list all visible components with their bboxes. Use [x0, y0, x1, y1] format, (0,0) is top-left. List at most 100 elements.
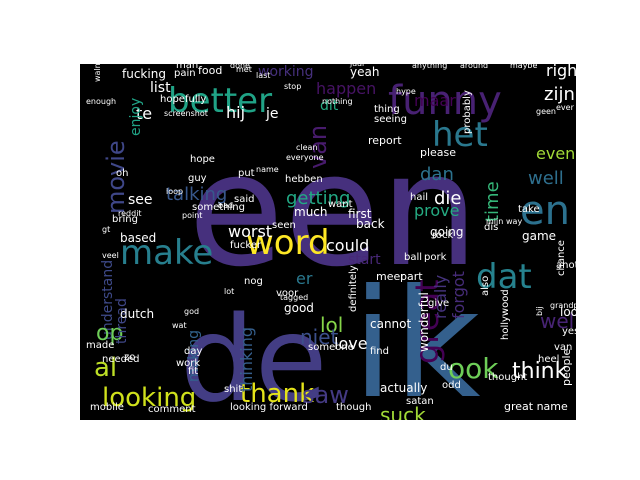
cloud-word: even	[536, 144, 575, 163]
cloud-word: ik	[352, 258, 481, 420]
cloud-word: die	[434, 188, 462, 209]
cloud-word: someone	[308, 342, 354, 353]
cloud-word: prove	[414, 201, 459, 220]
cloud-word: ook	[448, 352, 499, 385]
cloud-word: god	[184, 307, 199, 316]
cloud-word: een	[188, 119, 479, 301]
cloud-word: making	[186, 330, 202, 382]
cloud-word: op	[96, 321, 123, 346]
cloud-word: think	[512, 359, 568, 384]
cloud-word: zijn	[544, 84, 575, 105]
cloud-word: getting	[286, 188, 350, 209]
cloud-word: enough	[86, 97, 116, 106]
cloud-word: dit	[320, 98, 339, 114]
cloud-word: satan	[406, 396, 434, 407]
cloud-word: seeing	[374, 114, 407, 125]
cloud-word: list	[150, 80, 171, 96]
cloud-word: actually	[380, 381, 427, 395]
cloud-word: probably	[462, 90, 473, 134]
cloud-word: geen	[536, 107, 556, 116]
cloud-word: good	[284, 301, 314, 315]
cloud-word: want	[328, 199, 353, 210]
cloud-word: zo	[124, 352, 135, 363]
cloud-word: loop	[166, 187, 183, 196]
cloud-word: er	[296, 269, 313, 288]
cloud-word: please	[420, 146, 456, 159]
cloud-word: suck	[380, 403, 426, 420]
cloud-word: see	[128, 192, 153, 208]
cloud-word: van de	[554, 342, 576, 353]
cloud-word: shit	[224, 384, 242, 395]
cloud-word: looking forward	[230, 402, 308, 413]
cloud-word: look	[560, 305, 576, 319]
cloud-word: het	[432, 115, 488, 155]
cloud-word: te	[136, 104, 152, 123]
cloud-word: meer	[376, 270, 405, 283]
cloud-word: lol	[320, 313, 343, 337]
cloud-word: hopefully	[160, 94, 206, 105]
cloud-word: met	[236, 65, 252, 74]
cloud-word: saw	[302, 381, 349, 409]
cloud-word: grandpa	[550, 301, 576, 310]
cloud-word: screenshot	[164, 109, 208, 118]
cloud-word: much	[294, 205, 328, 219]
cloud-word: nog	[244, 276, 263, 287]
cloud-word: give	[428, 298, 449, 309]
cloud-word: love	[334, 334, 368, 353]
cloud-word: part	[400, 270, 423, 283]
cloud-word: pork	[424, 252, 447, 263]
cloud-word: lot	[224, 287, 234, 296]
cloud-word: stop	[284, 82, 301, 91]
cloud-word: working	[258, 64, 314, 80]
cloud-word: thread	[114, 298, 130, 344]
cloud-word: looking	[102, 383, 196, 413]
cloud-word: guy	[188, 173, 207, 184]
cloud-word: chance	[556, 240, 567, 276]
cloud-word: word	[246, 223, 330, 263]
cloud-word: work	[176, 358, 200, 369]
cloud-word: je	[265, 106, 279, 122]
cloud-word: rock	[432, 230, 454, 241]
cloud-word: du	[440, 362, 453, 373]
cloud-word: voor	[276, 288, 299, 299]
cloud-word: thought	[488, 372, 527, 383]
cloud-word: people	[560, 348, 573, 386]
cloud-word: mobile	[90, 402, 124, 413]
cloud-word: talking	[166, 184, 227, 205]
cloud-word: needed	[102, 354, 140, 365]
cloud-word: nothing	[322, 97, 353, 106]
cloud-word: pain	[174, 68, 196, 79]
cloud-word: hollywood	[500, 289, 511, 340]
cloud-word: fucking	[122, 67, 166, 81]
cloud-word: point	[182, 211, 202, 220]
cloud-word: report	[368, 134, 402, 147]
cloud-word: jaar	[349, 64, 366, 68]
cloud-word: first	[348, 207, 372, 221]
cloud-word: thank	[240, 379, 314, 409]
cloud-word: forgot	[449, 271, 468, 319]
cloud-word: wonderful	[417, 292, 431, 352]
cloud-word: bad	[218, 201, 233, 210]
cloud-word: anything	[412, 64, 447, 70]
cloud-word: en	[520, 188, 570, 234]
cloud-word: great	[408, 279, 446, 364]
cloud-word: al	[94, 353, 117, 383]
cloud-word: van	[304, 125, 332, 169]
cloud-word: dat	[476, 257, 532, 297]
cloud-word: better	[168, 81, 272, 121]
cloud-word: fit	[188, 366, 198, 377]
cloud-word: last	[256, 71, 270, 80]
cloud-word: said	[234, 194, 254, 205]
cloud-word: take	[518, 204, 540, 215]
cloud-word: yes	[562, 326, 576, 337]
cloud-word: well	[528, 168, 564, 189]
cloud-word: name	[256, 165, 279, 174]
cloud-word: odd	[442, 380, 461, 391]
cloud-word: funny	[388, 78, 502, 124]
cloud-word: man	[176, 64, 198, 71]
cloud-word: right	[546, 64, 576, 80]
cloud-word: bring	[112, 214, 138, 225]
cloud-word: made	[86, 340, 114, 351]
cloud-word: mijn	[486, 217, 503, 226]
